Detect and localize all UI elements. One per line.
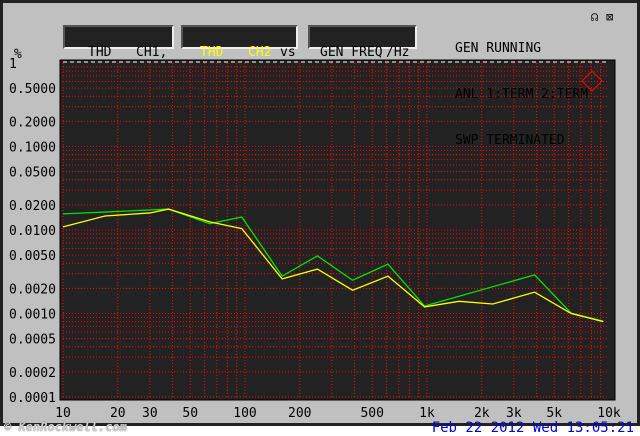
x-tick-label: 100 [233, 406, 256, 421]
ch2-label: CH2 [248, 45, 272, 60]
unit-label: % [14, 47, 22, 62]
x-tick-label: 500 [360, 406, 383, 421]
x-tick-label: 1k [419, 406, 435, 421]
y-tick-label: 1 [9, 57, 17, 72]
readout-box-2 [181, 25, 298, 49]
x-tick-label: 10 [55, 406, 71, 421]
status-gen: GEN RUNNING [455, 41, 542, 56]
x-tick-label: 5k [546, 406, 562, 421]
thd-label-1: THD [88, 45, 112, 60]
y-tick-label: 0.2000 [9, 115, 56, 130]
y-tick-label: 0.1000 [9, 141, 56, 156]
analyzer-screen: 1 0.5000 0.2000 0.1000 0.0500 0.0200 0.0100 0.0… [0, 0, 640, 426]
readout-box-3 [308, 25, 417, 49]
hz-unit-label: /Hz [386, 45, 410, 60]
y-tick-label: 0.0020 [9, 282, 56, 297]
x-tick-label: 30 [142, 406, 158, 421]
rs-logo-icon [581, 70, 603, 92]
y-tick-label: 0.0200 [9, 199, 56, 214]
status-swp: SWP TERMINATED [455, 133, 565, 148]
gen-freq-label: GEN FREQ [320, 45, 383, 60]
vs-label: vs [280, 45, 296, 60]
status-panel: GEN RUNNING ANL 1:TERM 2:TERM SWP TERMIN… [455, 11, 588, 179]
watermark: © KenRockwell.com [4, 420, 127, 434]
series-line-ch2 [62, 208, 604, 323]
y-tick-label: 0.0100 [9, 224, 56, 239]
x-tick-label: 3k [506, 406, 522, 421]
y-tick-label: 0.0002 [9, 366, 56, 381]
readout-box-1 [63, 25, 174, 49]
x-tick-label: 50 [182, 406, 198, 421]
thd-chart: 1 0.5000 0.2000 0.1000 0.0500 0.0200 0.0100 0.0… [9, 57, 621, 421]
y-tick-label: 0.5000 [9, 82, 56, 97]
x-tick-label: 20 [110, 406, 126, 421]
y-tick-label: 0.0005 [9, 333, 56, 348]
speaker-muted-icon: ⊠ [606, 10, 614, 24]
headphones-icon: ☊ [591, 10, 599, 24]
y-tick-label: 0.0001 [9, 391, 56, 406]
datetime: Feb 22 2012 Wed 13:05:21 [431, 420, 634, 436]
status-anl: ANL 1:TERM 2:TERM [455, 87, 589, 102]
x-tick-label: 10k [597, 406, 621, 421]
y-tick-label: 0.0050 [9, 249, 56, 264]
ch1-label: CH1, [136, 45, 168, 60]
x-tick-label: 2k [474, 406, 490, 421]
thd-label-2: THD [200, 45, 224, 60]
x-tick-label: 200 [288, 406, 311, 421]
y-tick-label: 0.0010 [9, 308, 56, 323]
y-tick-label: 0.0500 [9, 166, 56, 181]
